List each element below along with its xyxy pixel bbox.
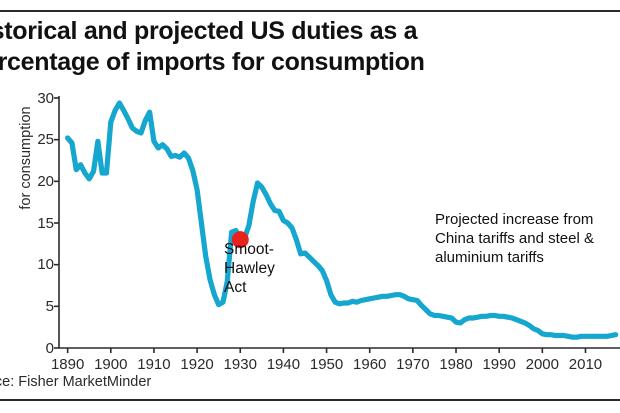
x-tick-label: 1910 xyxy=(137,356,171,373)
y-tick-label: 5 xyxy=(45,298,54,315)
x-tick-label: 2000 xyxy=(525,356,559,373)
y-tick-label: 15 xyxy=(37,215,54,232)
smoot-hawley-marker xyxy=(231,231,249,249)
x-axis-ticks xyxy=(66,348,587,353)
x-tick-label: 1900 xyxy=(94,356,128,373)
y-tick-label: 30 xyxy=(37,90,54,107)
y-axis-tick-labels: 30 25 20 15 10 5 0 xyxy=(16,86,54,357)
x-tick-label: 1920 xyxy=(180,356,214,373)
x-tick-label: 1890 xyxy=(50,356,85,373)
x-tick-label: 1970 xyxy=(396,356,430,373)
chart-canvas xyxy=(54,96,620,353)
x-tick-label: 2010 xyxy=(568,356,603,373)
x-tick-label: 1980 xyxy=(439,356,473,373)
x-tick-label: 1990 xyxy=(482,356,516,373)
y-tick-label: 25 xyxy=(37,131,54,148)
x-tick-label: 1960 xyxy=(353,356,387,373)
x-tick-label: 1930 xyxy=(223,356,257,373)
page-title: istorical and projected US duties as a e… xyxy=(0,17,425,76)
y-tick-label: 0 xyxy=(45,340,54,357)
bottom-divider xyxy=(0,399,620,401)
x-axis-tick-labels: 1890 1900 1910 1920 1930 1940 1950 1960 1970 1980… xyxy=(0,356,620,380)
top-divider xyxy=(0,10,620,12)
smoot-hawley-annotation: Smoot- Hawley Act xyxy=(224,241,275,296)
projection-annotation: Projected increase from China tariffs an… xyxy=(435,211,594,266)
plot-area xyxy=(0,86,620,356)
x-tick-label: 1940 xyxy=(266,356,301,373)
duties-line-series xyxy=(65,100,619,340)
y-tick-label: 10 xyxy=(37,256,54,273)
x-tick-label: 1950 xyxy=(309,356,344,373)
source-caption: urce: Fisher MarketMinder xyxy=(0,374,152,390)
y-tick-label: 20 xyxy=(37,173,54,190)
y-axis-ticks xyxy=(54,97,59,349)
